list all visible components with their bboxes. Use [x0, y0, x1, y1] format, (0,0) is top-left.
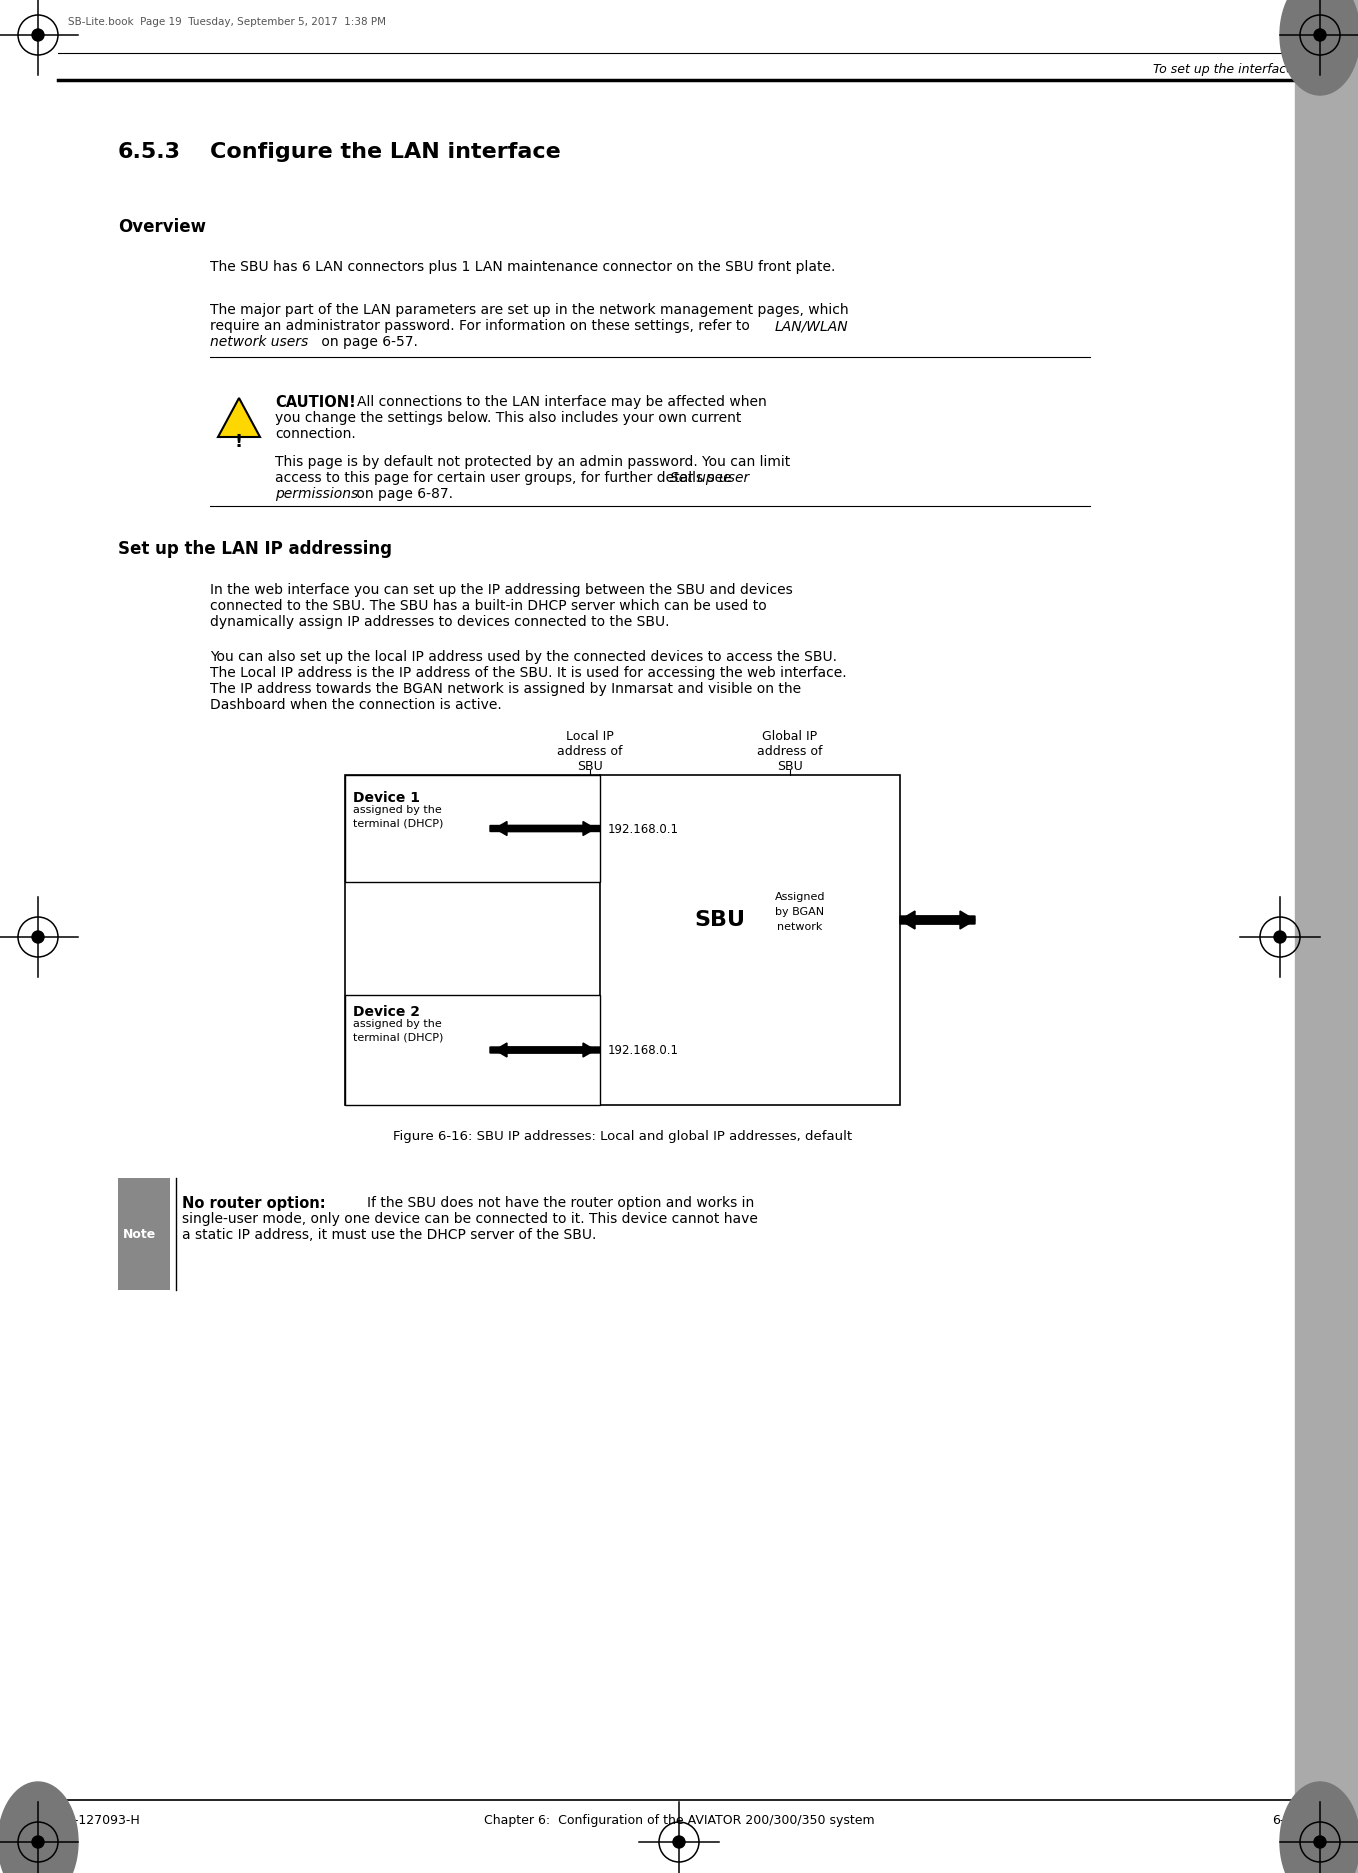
FancyArrow shape: [496, 822, 600, 835]
Text: network users: network users: [210, 335, 308, 348]
Text: require an administrator password. For information on these settings, refer to: require an administrator password. For i…: [210, 318, 750, 333]
Text: SB-Lite.book  Page 19  Tuesday, September 5, 2017  1:38 PM: SB-Lite.book Page 19 Tuesday, September …: [68, 17, 386, 26]
Text: SBU: SBU: [694, 910, 746, 931]
Text: SBU: SBU: [577, 760, 603, 774]
Circle shape: [1315, 28, 1325, 41]
Text: 192.168.0.1: 192.168.0.1: [608, 822, 679, 835]
Bar: [1296, 0, 1358, 1873]
Text: Device 1: Device 1: [353, 790, 420, 805]
Text: Dashboard when the connection is active.: Dashboard when the connection is active.: [210, 699, 501, 712]
Text: Chapter 6:  Configuration of the AVIATOR 200/300/350 system: Chapter 6: Configuration of the AVIATOR …: [483, 1813, 875, 1826]
Text: LAN/WLAN: LAN/WLAN: [775, 318, 849, 333]
Text: You can also set up the local IP address used by the connected devices to access: You can also set up the local IP address…: [210, 650, 837, 665]
Text: The Local IP address is the IP address of the SBU. It is used for accessing the : The Local IP address is the IP address o…: [210, 667, 846, 680]
Text: assigned by the: assigned by the: [353, 1019, 441, 1028]
Text: connected to the SBU. The SBU has a built-in DHCP server which can be used to: connected to the SBU. The SBU has a buil…: [210, 599, 767, 612]
Ellipse shape: [1281, 1781, 1358, 1873]
Bar: [345, 775, 600, 882]
Polygon shape: [118, 1178, 170, 1290]
Text: This page is by default not protected by an admin password. You can limit: This page is by default not protected by…: [276, 455, 790, 468]
Ellipse shape: [1281, 0, 1358, 96]
Text: Global IP: Global IP: [762, 730, 818, 744]
Text: Assigned: Assigned: [775, 892, 826, 903]
Circle shape: [1274, 931, 1286, 942]
Text: 192.168.0.1: 192.168.0.1: [608, 1043, 679, 1056]
Text: Note: Note: [122, 1227, 156, 1240]
Circle shape: [33, 1836, 43, 1849]
Text: Device 2: Device 2: [353, 1006, 420, 1019]
Text: single-user mode, only one device can be connected to it. This device cannot hav: single-user mode, only one device can be…: [182, 1212, 758, 1227]
FancyArrow shape: [900, 910, 975, 929]
Text: CAUTION!: CAUTION!: [276, 395, 356, 410]
Text: by BGAN: by BGAN: [775, 907, 824, 918]
FancyArrow shape: [490, 822, 595, 835]
Text: dynamically assign IP addresses to devices connected to the SBU.: dynamically assign IP addresses to devic…: [210, 614, 669, 629]
Text: If the SBU does not have the router option and works in: If the SBU does not have the router opti…: [367, 1197, 754, 1210]
Text: The major part of the LAN parameters are set up in the network management pages,: The major part of the LAN parameters are…: [210, 303, 849, 317]
Circle shape: [33, 28, 43, 41]
Text: SBU: SBU: [777, 760, 803, 774]
Bar: [345, 775, 900, 1105]
Text: The IP address towards the BGAN network is assigned by Inmarsat and visible on t: The IP address towards the BGAN network …: [210, 682, 801, 697]
Text: In the web interface you can set up the IP addressing between the SBU and device: In the web interface you can set up the …: [210, 583, 793, 597]
Text: 6-19: 6-19: [1272, 1813, 1300, 1826]
Text: All connections to the LAN interface may be affected when: All connections to the LAN interface may…: [357, 395, 767, 408]
Text: address of: address of: [557, 745, 623, 759]
FancyArrow shape: [496, 1043, 600, 1056]
Text: To set up the interfaces: To set up the interfaces: [1153, 64, 1300, 77]
Text: Overview: Overview: [118, 217, 206, 236]
Text: Figure 6-16: SBU IP addresses: Local and global IP addresses, default: Figure 6-16: SBU IP addresses: Local and…: [392, 1129, 851, 1143]
Text: on page 6-87.: on page 6-87.: [352, 487, 454, 500]
Text: network: network: [777, 922, 823, 933]
Text: address of: address of: [758, 745, 823, 759]
Circle shape: [1315, 1836, 1325, 1849]
Text: Configure the LAN interface: Configure the LAN interface: [210, 142, 561, 161]
Circle shape: [674, 1836, 684, 1849]
Text: terminal (DHCP): terminal (DHCP): [353, 819, 443, 828]
FancyBboxPatch shape: [118, 1178, 170, 1290]
Text: 98-127093-H: 98-127093-H: [58, 1813, 140, 1826]
Text: Set up user: Set up user: [669, 470, 750, 485]
Text: The SBU has 6 LAN connectors plus 1 LAN maintenance connector on the SBU front p: The SBU has 6 LAN connectors plus 1 LAN …: [210, 260, 835, 273]
FancyArrow shape: [900, 910, 975, 929]
Polygon shape: [219, 397, 259, 436]
Text: No router option:: No router option:: [182, 1197, 326, 1212]
Text: 6.5.3: 6.5.3: [118, 142, 181, 161]
Text: access to this page for certain user groups, for further details see: access to this page for certain user gro…: [276, 470, 732, 485]
Text: Set up the LAN IP addressing: Set up the LAN IP addressing: [118, 539, 392, 558]
Circle shape: [33, 931, 43, 942]
Text: terminal (DHCP): terminal (DHCP): [353, 1032, 443, 1041]
Bar: [345, 995, 600, 1105]
Text: connection.: connection.: [276, 427, 356, 440]
Text: Local IP: Local IP: [566, 730, 614, 744]
Text: a static IP address, it must use the DHCP server of the SBU.: a static IP address, it must use the DHC…: [182, 1229, 596, 1242]
Text: permissions: permissions: [276, 487, 359, 500]
Text: you change the settings below. This also includes your own current: you change the settings below. This also…: [276, 410, 741, 425]
Text: assigned by the: assigned by the: [353, 805, 441, 815]
Ellipse shape: [0, 1781, 77, 1873]
Text: !: !: [235, 433, 243, 451]
FancyArrow shape: [490, 1043, 595, 1056]
Text: on page 6-57.: on page 6-57.: [316, 335, 418, 348]
